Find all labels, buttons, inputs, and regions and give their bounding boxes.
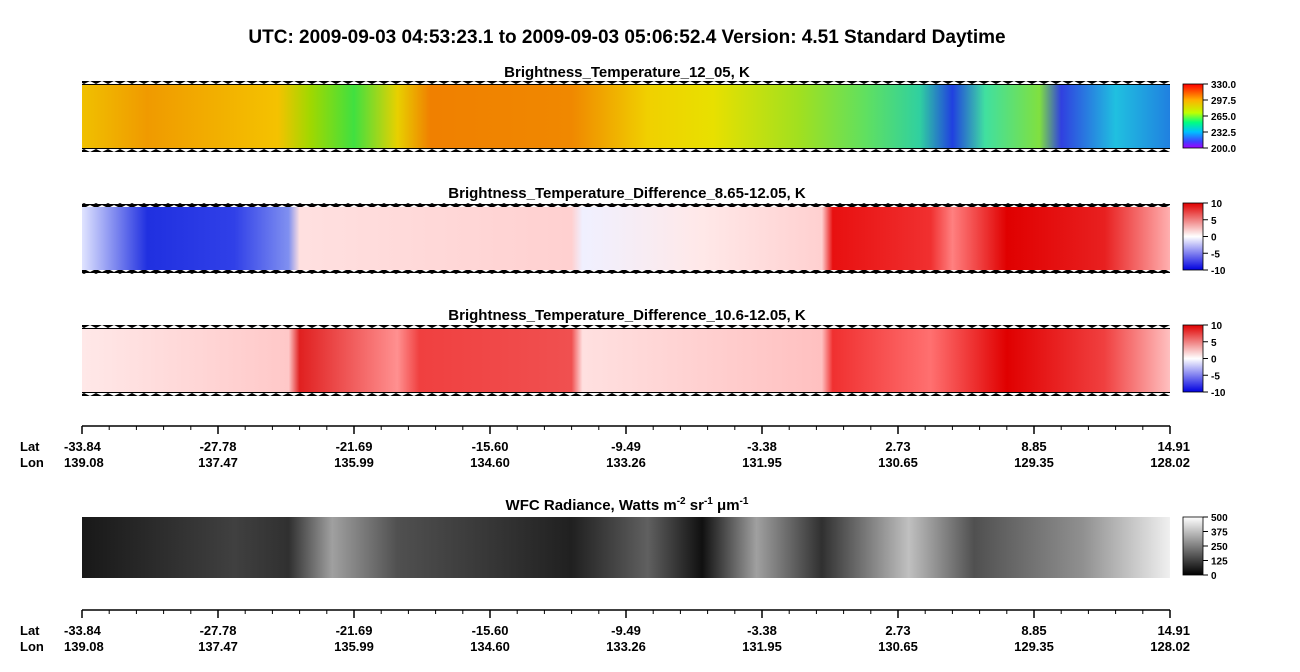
colorbar-label: 10 bbox=[1211, 321, 1223, 332]
colorbar bbox=[1182, 324, 1204, 393]
lon-tick-label: 135.99 bbox=[334, 455, 374, 470]
lat-tick-label: -27.78 bbox=[200, 439, 237, 454]
colorbar-label: 265.0 bbox=[1211, 112, 1236, 123]
panel-title: Brightness_Temperature_12_05, K bbox=[504, 64, 750, 81]
lon-tick-label: 135.99 bbox=[334, 639, 374, 654]
lat-tick-label: -33.84 bbox=[64, 623, 102, 638]
lon-tick-label: 130.65 bbox=[878, 639, 918, 654]
lat-tick-label: 14.91 bbox=[1157, 623, 1190, 638]
lat-tick-label: -21.69 bbox=[336, 439, 373, 454]
lat-tick-label: -15.60 bbox=[472, 439, 509, 454]
title-part: sr bbox=[686, 497, 705, 514]
colorbar-label: 125 bbox=[1211, 557, 1228, 568]
colorbar-label: -10 bbox=[1211, 388, 1226, 399]
lat-tick-label: -27.78 bbox=[200, 623, 237, 638]
strip-edge bbox=[82, 270, 1170, 274]
lat-tick-label: 2.73 bbox=[885, 623, 910, 638]
strip-edge bbox=[82, 203, 1170, 207]
lon-tick-label: 130.65 bbox=[878, 455, 918, 470]
axis-label: Lon bbox=[20, 455, 44, 470]
title-part: -1 bbox=[704, 496, 713, 507]
lat-tick-label: 14.91 bbox=[1157, 439, 1190, 454]
colorbar bbox=[1182, 202, 1204, 271]
colorbar-label: 232.5 bbox=[1211, 128, 1236, 139]
colorbar bbox=[1182, 516, 1204, 576]
strip-edge bbox=[82, 325, 1170, 329]
lat-tick-label: 2.73 bbox=[885, 439, 910, 454]
lon-tick-label: 129.35 bbox=[1014, 639, 1054, 654]
image-strip bbox=[82, 206, 1170, 272]
panel-title: WFC Radiance, Watts m-2 sr-1 μm-1 bbox=[506, 496, 749, 514]
lon-tick-label: 128.02 bbox=[1150, 455, 1190, 470]
lon-tick-label: 131.95 bbox=[742, 639, 782, 654]
lon-tick-label: 137.47 bbox=[198, 455, 238, 470]
axis-label: Lon bbox=[20, 639, 44, 654]
axis-label: Lat bbox=[20, 623, 40, 638]
colorbar-label: 10 bbox=[1211, 199, 1223, 210]
colorbar-label: -5 bbox=[1211, 371, 1220, 382]
lon-tick-label: 137.47 bbox=[198, 639, 238, 654]
image-strip bbox=[82, 84, 1170, 150]
colorbar-label: 375 bbox=[1211, 528, 1228, 539]
strip-edge bbox=[82, 148, 1170, 152]
strip-edge bbox=[82, 81, 1170, 85]
lon-tick-label: 133.26 bbox=[606, 639, 646, 654]
image-strip bbox=[82, 517, 1170, 578]
colorbar-label: 297.5 bbox=[1211, 96, 1236, 107]
lon-tick-label: 131.95 bbox=[742, 455, 782, 470]
lat-tick-label: 8.85 bbox=[1021, 439, 1046, 454]
colorbar-label: 0 bbox=[1211, 233, 1217, 244]
lat-tick-label: -9.49 bbox=[611, 623, 641, 638]
colorbar-label: 250 bbox=[1211, 542, 1228, 553]
title-part: -1 bbox=[740, 496, 749, 507]
lat-tick-label: -9.49 bbox=[611, 439, 641, 454]
colorbar-label: 0 bbox=[1211, 571, 1217, 582]
figure-title: UTC: 2009-09-03 04:53:23.1 to 2009-09-03… bbox=[248, 27, 1005, 48]
lon-tick-label: 129.35 bbox=[1014, 455, 1054, 470]
panel-title: Brightness_Temperature_Difference_10.6-1… bbox=[448, 307, 806, 324]
lat-tick-label: -3.38 bbox=[747, 623, 777, 638]
axis-label: Lat bbox=[20, 439, 40, 454]
lat-tick-label: -15.60 bbox=[472, 623, 509, 638]
lat-tick-label: -33.84 bbox=[64, 439, 102, 454]
colorbar-label: 330.0 bbox=[1211, 80, 1236, 91]
colorbar bbox=[1182, 83, 1204, 149]
colorbar-label: 5 bbox=[1211, 216, 1217, 227]
colorbar-label: 200.0 bbox=[1211, 144, 1236, 155]
title-part: μm bbox=[713, 497, 740, 514]
lat-tick-label: -3.38 bbox=[747, 439, 777, 454]
title-part: WFC Radiance, Watts m bbox=[506, 497, 677, 514]
panel-title: Brightness_Temperature_Difference_8.65-1… bbox=[448, 185, 806, 202]
lon-tick-label: 134.60 bbox=[470, 455, 510, 470]
image-strip bbox=[82, 328, 1170, 394]
lon-tick-label: 139.08 bbox=[64, 455, 104, 470]
lat-tick-label: -21.69 bbox=[336, 623, 373, 638]
lon-tick-label: 133.26 bbox=[606, 455, 646, 470]
colorbar-label: -5 bbox=[1211, 249, 1220, 260]
colorbar-label: 5 bbox=[1211, 338, 1217, 349]
colorbar-label: -10 bbox=[1211, 266, 1226, 277]
colorbar-label: 0 bbox=[1211, 355, 1217, 366]
lon-tick-label: 128.02 bbox=[1150, 639, 1190, 654]
strip-edge bbox=[82, 392, 1170, 396]
colorbar-label: 500 bbox=[1211, 513, 1228, 524]
lon-tick-label: 134.60 bbox=[470, 639, 510, 654]
lon-tick-label: 139.08 bbox=[64, 639, 104, 654]
lat-tick-label: 8.85 bbox=[1021, 623, 1046, 638]
title-part: -2 bbox=[677, 496, 686, 507]
